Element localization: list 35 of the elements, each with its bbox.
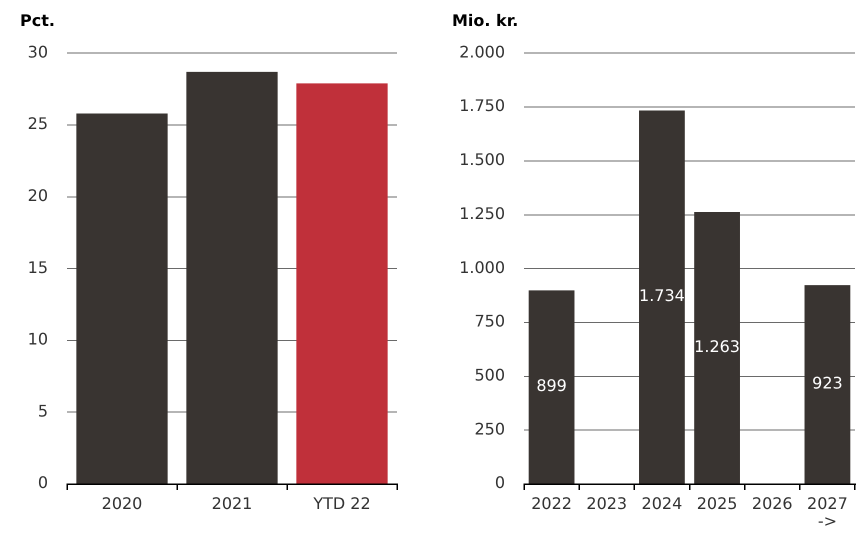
y-tick-label: 1.000 <box>459 258 505 277</box>
y-tick-label: 20 <box>28 186 48 205</box>
y-axis-title: Pct. <box>20 10 55 30</box>
x-tick-label: 2022 <box>531 494 572 513</box>
y-tick-label: 0 <box>494 473 505 492</box>
data-label: 1.734 <box>639 286 685 306</box>
data-label: 899 <box>536 376 567 396</box>
y-tick-label: 2.000 <box>459 42 505 62</box>
y-tick-label: 1.750 <box>459 96 505 116</box>
x-tick-label: 2020 <box>102 494 142 513</box>
y-tick-label: 15 <box>28 258 48 277</box>
y-tick-label: 10 <box>28 330 48 349</box>
y-tick-label: 0 <box>38 473 48 492</box>
y-tick-label: 1.250 <box>459 204 505 223</box>
y-tick-label: 750 <box>474 312 505 331</box>
x-tick-label: 2023 <box>586 494 628 513</box>
y-tick-label: 5 <box>38 401 48 420</box>
y-tick-label: 500 <box>474 365 505 384</box>
x-tick-label: 2021 <box>212 494 252 513</box>
x-tick-label: YTD 22 <box>312 494 371 513</box>
x-tick-label: 2026 <box>752 494 793 513</box>
bar <box>804 285 850 484</box>
y-tick-label: 1.500 <box>459 150 505 170</box>
y-tick-label: 25 <box>28 114 48 134</box>
bar <box>528 290 574 484</box>
x-tick-label: 2025 <box>696 494 738 513</box>
x-tick-label: 2024 <box>642 494 682 513</box>
y-tick-label: 30 <box>28 42 48 62</box>
bar <box>639 110 685 484</box>
data-label: 1.263 <box>694 336 740 356</box>
x-tick-label: 2027 -> <box>807 494 848 531</box>
y-tick-label: 250 <box>474 419 505 438</box>
data-label: 923 <box>812 374 843 392</box>
bar <box>694 212 740 484</box>
y-axis-title: Mio. kr. <box>452 10 518 30</box>
